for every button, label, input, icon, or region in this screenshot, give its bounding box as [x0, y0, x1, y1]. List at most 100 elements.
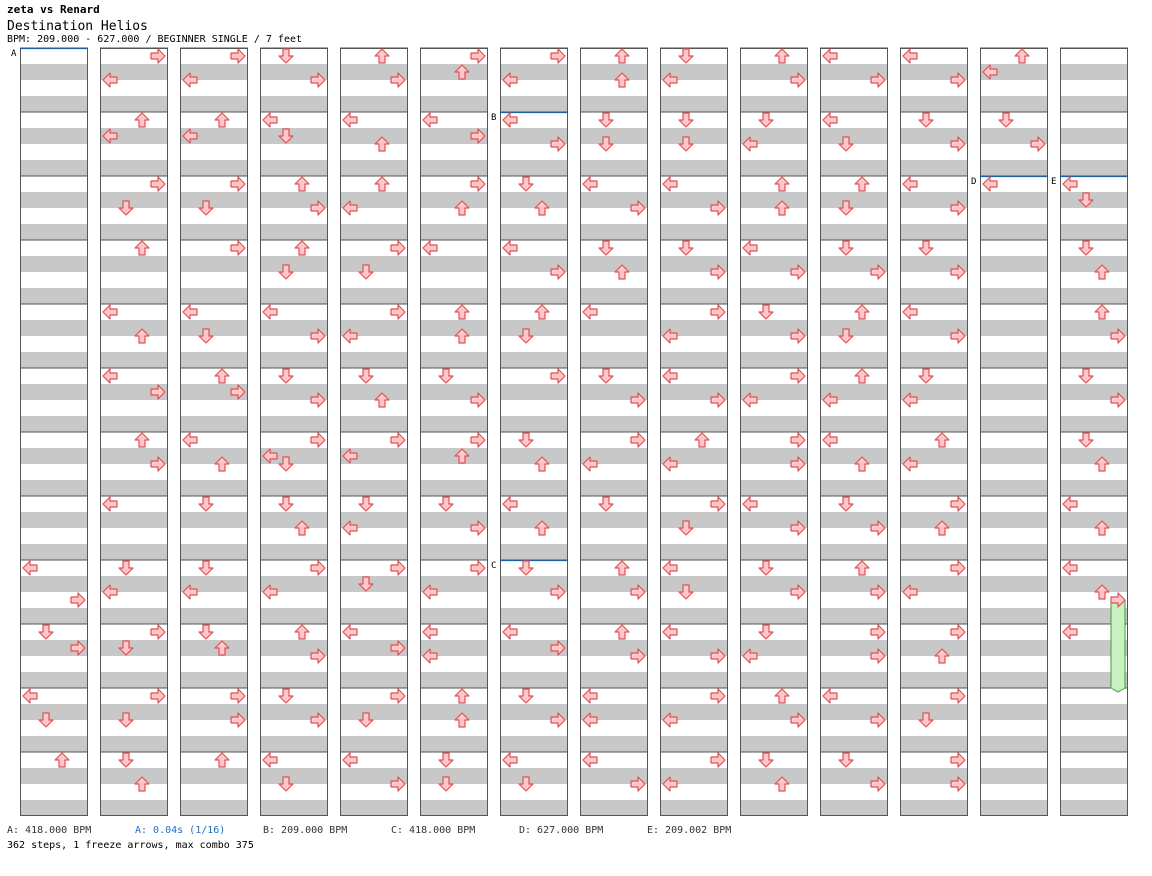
beat-band: [1060, 448, 1128, 464]
step-arrow-L: [262, 752, 278, 768]
step-arrow-L: [1062, 176, 1078, 192]
step-arrow-L: [102, 368, 118, 384]
step-arrow-L: [582, 176, 598, 192]
beat-band: [420, 512, 488, 528]
beat-band: [500, 320, 568, 336]
beat-band: [900, 128, 968, 144]
step-arrow-R: [470, 392, 486, 408]
step-arrow-L: [422, 112, 438, 128]
players-title: zeta vs Renard: [7, 3, 100, 16]
beat-band: [740, 128, 808, 144]
step-arrow-R: [870, 712, 886, 728]
beat-band: [980, 736, 1048, 752]
step-arrow-R: [310, 560, 326, 576]
step-arrow-L: [902, 392, 918, 408]
step-arrow-U: [1094, 584, 1110, 600]
beat-band: [820, 160, 888, 176]
beat-band: [660, 512, 728, 528]
step-arrow-R: [790, 264, 806, 280]
beat-band: [900, 288, 968, 304]
step-arrow-R: [790, 584, 806, 600]
step-arrow-U: [854, 176, 870, 192]
beat-band: [900, 192, 968, 208]
beat-band: [740, 192, 808, 208]
step-arrow-L: [982, 176, 998, 192]
step-arrow-U: [374, 48, 390, 64]
step-arrow-R: [150, 384, 166, 400]
beat-band: [500, 416, 568, 432]
beat-band: [1060, 544, 1128, 560]
step-arrow-D: [38, 624, 54, 640]
beat-band: [980, 480, 1048, 496]
beat-band: [980, 96, 1048, 112]
beat-band: [1060, 576, 1128, 592]
step-arrow-L: [822, 688, 838, 704]
beat-band: [180, 192, 248, 208]
beat-band: [340, 800, 408, 816]
beat-band: [500, 256, 568, 272]
step-arrow-L: [742, 496, 758, 512]
step-arrow-R: [790, 520, 806, 536]
beat-band: [260, 544, 328, 560]
step-arrow-R: [470, 48, 486, 64]
beat-band: [500, 480, 568, 496]
beat-band: [260, 224, 328, 240]
beat-band: [260, 192, 328, 208]
beat-band: [420, 576, 488, 592]
step-arrow-L: [582, 688, 598, 704]
step-arrow-U: [134, 328, 150, 344]
beat-band: [900, 64, 968, 80]
step-arrow-L: [102, 128, 118, 144]
beat-band: [740, 480, 808, 496]
beat-band: [980, 64, 1048, 80]
beat-band: [740, 416, 808, 432]
step-arrow-R: [390, 560, 406, 576]
beat-band: [180, 96, 248, 112]
legend-bpm-d: D: 627.000 BPM: [519, 825, 604, 836]
step-arrow-L: [182, 432, 198, 448]
step-arrow-L: [502, 72, 518, 88]
beat-band: [1060, 192, 1128, 208]
beat-band: [180, 160, 248, 176]
song-title: Destination Helios: [7, 19, 148, 34]
beat-band: [660, 384, 728, 400]
chart-column-border: [980, 48, 1048, 816]
chart-info: BPM: 209.000 - 627.000 / BEGINNER SINGLE…: [7, 34, 303, 45]
step-arrow-U: [134, 776, 150, 792]
beat-band: [100, 192, 168, 208]
beat-band: [340, 704, 408, 720]
step-arrow-L: [342, 328, 358, 344]
beat-band: [580, 384, 648, 400]
beat-band: [900, 384, 968, 400]
beat-band: [900, 768, 968, 784]
beat-band: [980, 640, 1048, 656]
beat-band: [580, 736, 648, 752]
beat-band: [740, 224, 808, 240]
beat-band: [20, 128, 88, 144]
beat-band: [20, 640, 88, 656]
beat-band: [340, 288, 408, 304]
step-arrow-U: [934, 648, 950, 664]
step-arrow-D: [278, 776, 294, 792]
step-arrow-R: [630, 648, 646, 664]
beat-band: [660, 800, 728, 816]
beat-band: [900, 512, 968, 528]
step-arrow-U: [1014, 48, 1030, 64]
step-arrow-R: [710, 648, 726, 664]
step-arrow-D: [598, 240, 614, 256]
beat-band: [740, 768, 808, 784]
beat-band: [260, 256, 328, 272]
step-arrow-D: [198, 496, 214, 512]
beat-band: [420, 224, 488, 240]
step-arrow-L: [502, 240, 518, 256]
step-arrow-D: [438, 368, 454, 384]
beat-band: [900, 704, 968, 720]
step-arrow-U: [934, 520, 950, 536]
beat-band: [100, 96, 168, 112]
beat-band: [180, 576, 248, 592]
step-arrow-R: [630, 776, 646, 792]
section-marker-label: B: [491, 113, 496, 123]
step-arrow-L: [1062, 496, 1078, 512]
beat-band: [500, 512, 568, 528]
step-arrow-D: [118, 640, 134, 656]
